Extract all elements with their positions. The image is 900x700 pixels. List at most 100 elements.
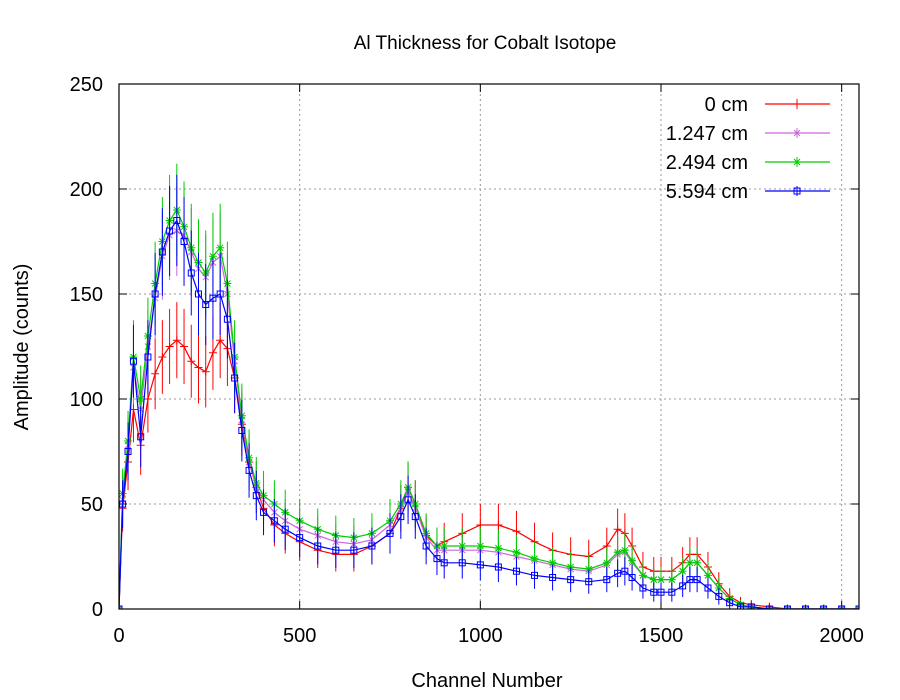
data-point bbox=[567, 576, 575, 584]
data-point bbox=[440, 542, 449, 550]
data-point bbox=[614, 569, 622, 577]
data-point bbox=[281, 525, 289, 533]
data-point bbox=[201, 367, 210, 376]
data-point bbox=[715, 592, 723, 600]
data-point bbox=[187, 269, 195, 277]
x-tick-label: 1500 bbox=[639, 625, 684, 647]
legend-item: 1.247 cm bbox=[666, 123, 830, 145]
data-point bbox=[621, 567, 629, 575]
data-point bbox=[628, 574, 636, 581]
y-tick-label: 0 bbox=[92, 599, 103, 621]
x-axis-ticks: 0 500 1000 1500 2000 bbox=[113, 84, 864, 647]
legend-label: 5.594 cm bbox=[666, 181, 748, 203]
data-point bbox=[231, 374, 239, 382]
legend-item: 0 cm bbox=[705, 94, 830, 116]
data-point bbox=[166, 227, 174, 235]
y-tick-label: 200 bbox=[70, 179, 103, 201]
data-point bbox=[620, 546, 629, 555]
data-point bbox=[512, 527, 521, 536]
data-point bbox=[512, 567, 520, 575]
data-point bbox=[685, 558, 694, 567]
data-point bbox=[668, 588, 676, 596]
data-point bbox=[613, 525, 622, 534]
data-point bbox=[820, 605, 828, 609]
data-point bbox=[314, 542, 322, 550]
data-point bbox=[143, 395, 152, 403]
data-point bbox=[726, 599, 734, 607]
data-point bbox=[686, 576, 694, 584]
data-point bbox=[252, 492, 260, 500]
data-point bbox=[678, 567, 687, 576]
data-point bbox=[151, 290, 159, 298]
data-point bbox=[494, 521, 503, 529]
data-point bbox=[187, 357, 196, 366]
data-point bbox=[667, 575, 676, 584]
legend-label: 1.247 cm bbox=[666, 123, 748, 145]
data-point bbox=[704, 584, 712, 592]
data-point bbox=[180, 342, 189, 351]
y-tick-label: 100 bbox=[70, 389, 103, 411]
data-point bbox=[736, 603, 744, 609]
data-point bbox=[638, 571, 647, 580]
grid bbox=[119, 84, 859, 609]
data-point bbox=[238, 427, 246, 434]
data-point bbox=[650, 588, 658, 596]
legend: 0 cm 1.247 cm 2.494 cm 5.594 cm bbox=[666, 94, 830, 203]
legend-label: 0 cm bbox=[705, 94, 748, 116]
data-point bbox=[137, 433, 145, 441]
x-tick-label: 2000 bbox=[819, 625, 864, 647]
x-tick-label: 1000 bbox=[458, 625, 503, 647]
data-point bbox=[494, 544, 503, 553]
data-point bbox=[216, 290, 224, 298]
series-group bbox=[119, 163, 859, 609]
data-point bbox=[245, 466, 253, 474]
data-point bbox=[433, 555, 441, 563]
data-point bbox=[194, 290, 202, 298]
data-point bbox=[296, 534, 304, 542]
data-point bbox=[180, 238, 188, 245]
data-point bbox=[208, 252, 217, 261]
data-point bbox=[613, 548, 622, 557]
legend-label: 2.494 cm bbox=[666, 152, 748, 174]
data-point bbox=[129, 357, 137, 365]
y-axis-label: Amplitude (counts) bbox=[11, 264, 33, 431]
data-point bbox=[404, 496, 412, 504]
data-point bbox=[656, 575, 665, 584]
data-point bbox=[165, 342, 174, 351]
x-axis-label: Channel Number bbox=[411, 670, 563, 692]
data-point bbox=[202, 301, 210, 308]
data-point bbox=[144, 353, 152, 361]
data-point bbox=[584, 565, 593, 574]
legend-item: 5.594 cm bbox=[666, 181, 830, 203]
data-point bbox=[260, 508, 268, 516]
data-point bbox=[124, 448, 132, 455]
legend-swatch-marker bbox=[793, 158, 801, 166]
data-point bbox=[703, 571, 712, 580]
data-point bbox=[386, 529, 394, 537]
plot-frame bbox=[118, 83, 860, 610]
data-point bbox=[151, 369, 160, 378]
data-point bbox=[838, 605, 846, 609]
data-point bbox=[747, 603, 755, 609]
data-point bbox=[549, 574, 557, 581]
data-point bbox=[440, 559, 448, 567]
legend-swatch-marker bbox=[793, 187, 801, 195]
data-point bbox=[512, 548, 521, 557]
data-point bbox=[602, 558, 611, 567]
data-point bbox=[548, 558, 557, 567]
data-point bbox=[397, 513, 405, 521]
data-point bbox=[350, 546, 358, 554]
data-point bbox=[458, 542, 467, 550]
data-point bbox=[494, 563, 502, 571]
data-point bbox=[657, 588, 665, 596]
legend-swatch-marker bbox=[793, 129, 801, 137]
chart-title: Al Thickness for Cobalt Isotope bbox=[354, 33, 617, 54]
y-tick-label: 50 bbox=[81, 494, 103, 516]
data-point bbox=[216, 243, 225, 252]
data-point bbox=[332, 546, 340, 554]
data-point bbox=[802, 605, 810, 609]
data-point bbox=[209, 294, 217, 302]
data-point bbox=[639, 584, 647, 592]
